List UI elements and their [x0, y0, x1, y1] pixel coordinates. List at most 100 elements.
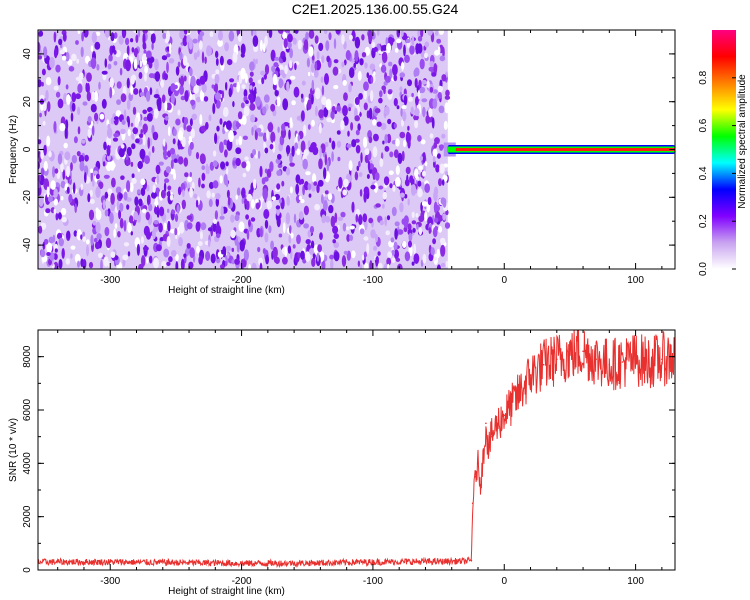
noise-speck — [331, 140, 336, 150]
noise-speck — [342, 189, 348, 196]
noise-speck — [161, 94, 166, 104]
noise-speck — [336, 105, 341, 112]
noise-speck — [219, 55, 224, 66]
noise-speck — [169, 147, 176, 155]
noise-speck — [419, 86, 426, 94]
noise-speck — [385, 230, 391, 236]
noise-speck — [396, 105, 400, 110]
noise-speck — [246, 229, 250, 240]
noise-speck — [375, 233, 378, 243]
noise-speck — [302, 158, 309, 170]
noise-speck — [307, 99, 312, 110]
noise-speck — [190, 128, 195, 139]
noise-speck — [245, 160, 251, 172]
plot-frame — [37, 29, 676, 270]
noise-speck — [401, 105, 407, 110]
noise-speck — [369, 260, 373, 269]
noise-speck — [125, 59, 131, 72]
noise-speck — [54, 248, 58, 253]
noise-speck — [55, 91, 61, 98]
noise-speck — [312, 55, 315, 61]
noise-speck — [136, 189, 141, 195]
noise-speck — [381, 203, 385, 209]
noise-speck — [136, 243, 140, 256]
noise-speck — [166, 236, 171, 247]
noise-speck — [205, 163, 209, 175]
noise-speck — [98, 81, 101, 90]
noise-speck — [193, 193, 198, 199]
noise-speck — [351, 139, 357, 148]
noise-speck — [321, 260, 326, 269]
noise-speck — [318, 158, 323, 170]
noise-speck — [303, 39, 309, 51]
y-tick-label: 8000 — [22, 345, 33, 368]
noise-speck — [93, 237, 98, 243]
noise-speck — [263, 141, 266, 149]
noise-speck — [181, 199, 186, 210]
noise-speck — [113, 116, 119, 121]
noise-speck — [107, 63, 112, 70]
noise-speck — [444, 102, 450, 114]
noise-speck — [323, 167, 327, 180]
noise-speck — [175, 253, 179, 262]
noise-speck — [281, 123, 286, 132]
noise-speck — [369, 63, 376, 71]
noise-speck — [118, 147, 125, 158]
noise-speck — [401, 218, 406, 225]
noise-speck — [423, 165, 426, 172]
noise-speck — [146, 113, 153, 122]
noise-speck — [212, 150, 217, 157]
colorbar: 0.0 0.2 0.4 0.6 0.8 Normalized spectral ampli… — [698, 30, 748, 276]
noise-speck — [282, 222, 286, 234]
noise-speck — [45, 89, 49, 101]
x-tick-label: 100 — [627, 275, 644, 286]
noise-speck — [359, 264, 363, 269]
noise-speck — [287, 245, 292, 254]
noise-speck — [410, 184, 417, 196]
noise-speck — [289, 117, 293, 128]
noise-speck — [181, 136, 186, 148]
noise-speck — [348, 67, 355, 79]
noise-speck — [178, 237, 183, 247]
noise-speck — [136, 53, 140, 66]
noise-speck — [387, 118, 392, 125]
noise-speck — [432, 148, 438, 158]
noise-speck — [432, 256, 438, 262]
noise-speck — [379, 220, 384, 226]
noise-speck — [163, 222, 167, 231]
noise-speck — [260, 195, 264, 203]
noise-speck — [403, 139, 407, 148]
noise-speck — [90, 103, 97, 113]
noise-speck — [242, 135, 248, 140]
noise-speck — [287, 42, 292, 49]
noise-speck — [333, 84, 339, 90]
noise-speck — [250, 114, 256, 123]
y-tick-label: 20 — [22, 96, 33, 108]
noise-speck — [206, 45, 212, 57]
noise-speck — [144, 72, 147, 82]
noise-speck — [443, 120, 448, 130]
noise-speck — [361, 52, 367, 58]
noise-speck — [162, 138, 166, 147]
noise-speck — [273, 62, 279, 68]
noise-speck — [414, 168, 419, 179]
noise-speck — [388, 61, 393, 67]
noise-speck — [341, 34, 345, 45]
noise-speck — [161, 261, 167, 268]
noise-speck — [153, 94, 160, 99]
noise-speck — [96, 233, 102, 240]
noise-speck — [286, 195, 291, 206]
noise-speck — [307, 124, 311, 130]
noise-speck — [263, 209, 270, 219]
noise-speck — [316, 252, 320, 262]
noise-speck — [215, 58, 219, 66]
noise-speck — [401, 150, 405, 162]
noise-speck — [370, 90, 374, 102]
noise-speck — [419, 58, 425, 70]
noise-speck — [424, 183, 431, 194]
noise-speck — [383, 176, 390, 186]
noise-speck — [195, 152, 200, 160]
noise-speck — [442, 197, 447, 208]
noise-speck — [395, 176, 401, 187]
